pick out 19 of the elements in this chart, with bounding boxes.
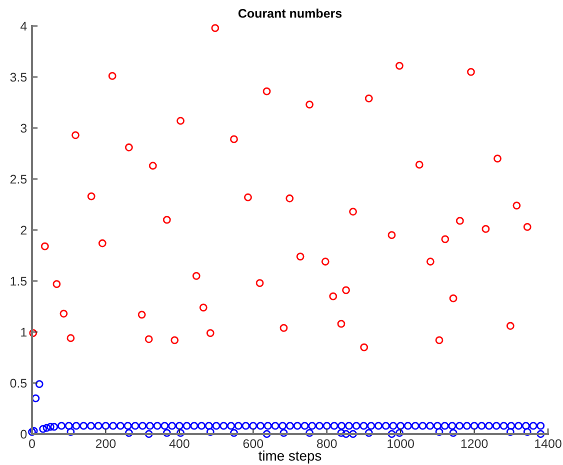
x-tick-label: 1200 <box>461 439 488 448</box>
x-tick-label: 400 <box>169 439 190 448</box>
x-tick-label: 1400 <box>535 439 562 448</box>
y-tick-label: 2 <box>20 226 27 235</box>
x-tick-label: 0 <box>29 439 35 448</box>
x-tick-label: 800 <box>316 439 337 448</box>
y-tick-label: 3 <box>20 124 27 133</box>
x-tick-label: 200 <box>96 439 116 448</box>
y-tick-label: 4 <box>20 22 27 31</box>
y-tick-label: 0.5 <box>10 378 27 388</box>
y-tick-label: 1 <box>21 328 27 337</box>
y-tick-label: 2.5 <box>10 174 27 184</box>
y-tick-label: 1.5 <box>10 276 27 286</box>
y-tick-label: 0 <box>20 430 27 439</box>
y-tick-label: 3.5 <box>10 72 27 82</box>
x-tick-label: 1000 <box>388 439 414 448</box>
x-tick-label: 600 <box>243 439 264 448</box>
chart-title: Courant numbers <box>238 8 342 18</box>
x-axis-title: time steps <box>258 450 322 464</box>
